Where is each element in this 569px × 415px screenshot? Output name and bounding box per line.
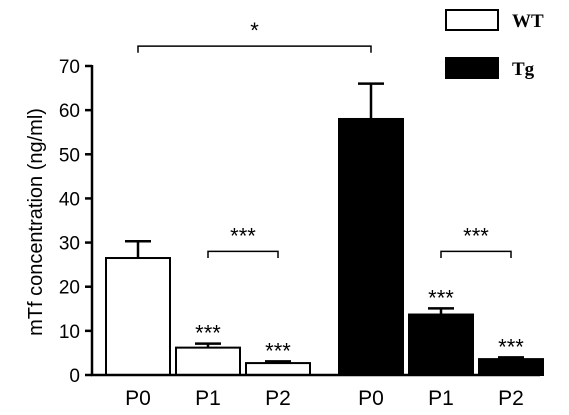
significance-label: *** [195,321,221,346]
y-axis-title: mTf concentration (ng/ml) [25,108,47,336]
bar-tg-p2 [478,358,544,377]
y-tick-label: 50 [59,145,80,166]
bar-wt-p1 [175,346,241,377]
significance-label: *** [428,285,454,310]
bar-wt-p2 [245,362,311,376]
bar-wt-p0 [105,257,171,376]
x-category-label: P2 [498,387,524,410]
legend-swatch-tg [445,57,499,79]
y-tick-label: 30 [59,234,80,255]
x-category-label: P2 [265,387,291,410]
y-tick-label: 20 [59,278,80,299]
x-category-label: P1 [428,387,454,410]
legend-swatch-wt [445,9,499,31]
comparison-label: *** [463,223,489,248]
y-tick-label: 10 [59,322,80,343]
axes [90,65,540,377]
legend-label-tg: Tg [512,59,535,80]
bars: *** *** *** *** [105,82,544,377]
y-tick-label: 40 [59,189,80,210]
comparison-bracket [207,250,279,259]
significance-label: *** [498,334,524,359]
x-category-label: P0 [358,387,384,410]
comparison-bracket [137,45,372,53]
y-tick-label: 70 [59,57,80,78]
x-category-label: P1 [195,387,221,410]
y-tick-label: 0 [69,366,80,387]
y-tick-label: 60 [59,101,80,122]
bar-tg-p1 [408,313,474,377]
legend: WT Tg [445,9,544,80]
comparison-label: * [250,18,259,43]
x-category-label: P0 [125,387,151,410]
y-axis-ticks: 0 10 20 30 40 50 60 70 [59,57,92,387]
legend-label-wt: WT [512,11,544,32]
comparison-bracket [440,250,512,259]
bar-tg-p0 [338,117,404,376]
significance-label: *** [265,338,291,363]
comparison-label: *** [230,223,256,248]
category-labels: P0 P1 P2 P0 P1 P2 [125,387,524,410]
significance-markers: **** *** [137,18,512,259]
